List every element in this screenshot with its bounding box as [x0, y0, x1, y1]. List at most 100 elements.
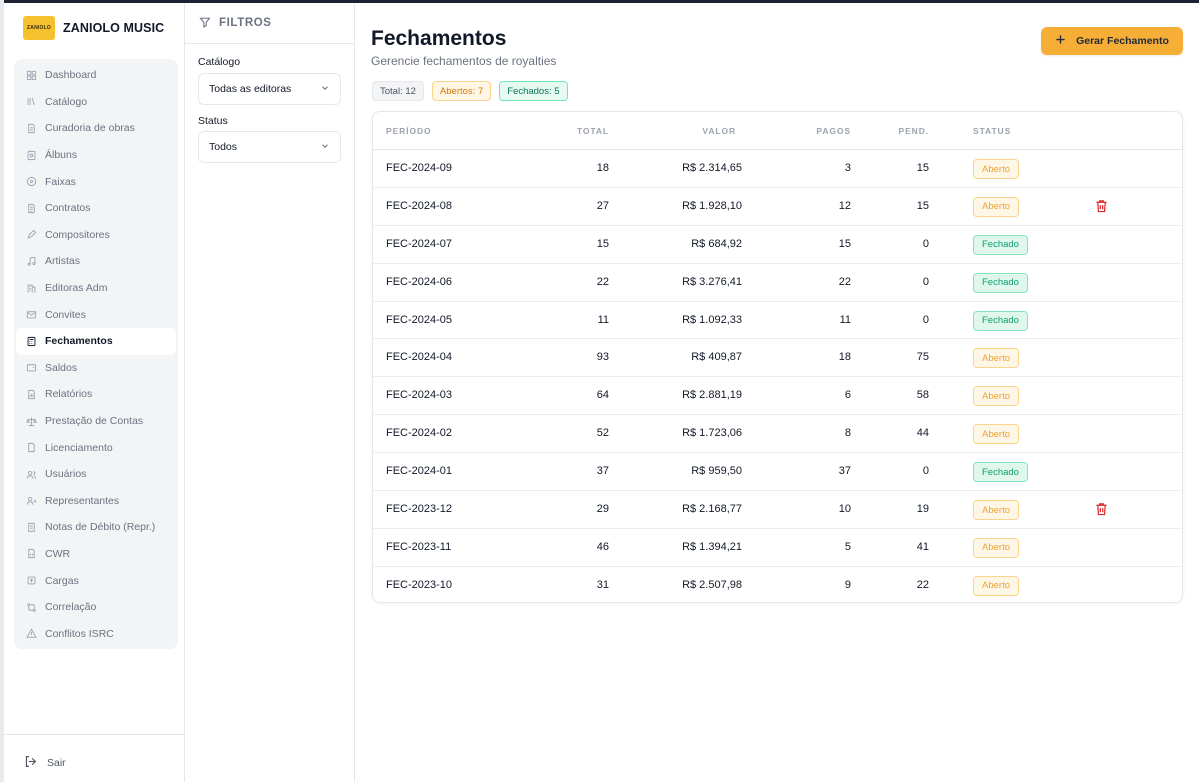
sidebar-item-usuarios[interactable]: Usuários	[16, 461, 176, 488]
cell-total: 29	[596, 503, 609, 516]
sidebar-item-label: Contratos	[45, 202, 91, 215]
grid-icon	[25, 69, 37, 81]
cell-valor: R$ 1.928,10	[682, 199, 742, 212]
report-icon	[25, 388, 37, 400]
brand[interactable]: ZANIOLO ZANIOLO MUSIC	[23, 16, 164, 40]
table-row[interactable]: FEC-2024-08 27 R$ 1.928,10 12 15 Aberto	[373, 188, 1182, 226]
table-row[interactable]: FEC-2024-04 93 R$ 409,87 18 75 Aberto	[373, 339, 1182, 378]
building-icon	[25, 282, 37, 294]
cell-periodo: FEC-2024-07	[386, 237, 453, 250]
sidebar: ZANIOLO ZANIOLO MUSIC Dashboard Catálogo C…	[4, 3, 185, 782]
table-row[interactable]: FEC-2024-02 52 R$ 1.723,06 8 44 Aberto	[373, 415, 1182, 454]
logout-icon	[24, 755, 37, 771]
sidebar-item-curadoria-de-obras[interactable]: Curadoria de obras	[16, 115, 176, 142]
sidebar-item-label: Notas de Débito (Repr.)	[45, 521, 156, 534]
cell-periodo: FEC-2023-10	[386, 578, 453, 591]
cell-valor: R$ 409,87	[691, 351, 742, 364]
table-row[interactable]: FEC-2023-12 29 R$ 2.168,77 10 19 Aberto	[373, 491, 1182, 529]
cell-pend: 41	[916, 540, 929, 553]
cell-pend: 58	[916, 389, 929, 402]
sidebar-item-catalogo[interactable]: Catálogo	[16, 89, 176, 116]
status-badge: Aberto	[973, 386, 1019, 407]
cell-pend: 0	[922, 313, 929, 326]
generate-closing-button[interactable]: Gerar Fechamento	[1041, 27, 1183, 55]
column-header-pend[interactable]: PEND.	[898, 126, 929, 136]
closed-chip: Fechados: 5	[499, 81, 568, 101]
logout-button[interactable]: Sair	[24, 755, 66, 771]
column-header-status[interactable]: STATUS	[973, 126, 1012, 136]
sidebar-item-albuns[interactable]: Álbuns	[16, 142, 176, 169]
column-header-periodo[interactable]: PERÍODO	[386, 126, 432, 136]
page-title: Fechamentos	[371, 27, 507, 50]
sidebar-item-fechamentos[interactable]: Fechamentos	[16, 327, 176, 355]
sidebar-nav: Dashboard Catálogo Curadoria de obras Álbun…	[14, 59, 178, 649]
pen-icon	[25, 229, 37, 241]
calculator-icon	[25, 335, 37, 347]
cell-periodo: FEC-2023-11	[386, 540, 452, 553]
sidebar-item-artistas[interactable]: Artistas	[16, 248, 176, 275]
warning-icon	[25, 628, 37, 640]
status-badge: Aberto	[973, 348, 1019, 369]
catalog-filter-value: Todas as editoras	[209, 83, 292, 95]
sidebar-item-label: Álbuns	[45, 149, 78, 162]
column-header-pagos[interactable]: PAGOS	[816, 126, 851, 136]
delete-button[interactable]	[1095, 199, 1109, 213]
sidebar-item-convites[interactable]: Convites	[16, 301, 176, 328]
sidebar-footer: Sair	[4, 734, 184, 782]
music-note-icon	[25, 255, 37, 267]
cell-total: 31	[596, 578, 609, 591]
column-header-total[interactable]: TOTAL	[576, 126, 609, 136]
cell-pagos: 15	[838, 237, 851, 250]
library-icon	[25, 96, 37, 108]
cell-pend: 0	[922, 237, 929, 250]
table-row[interactable]: FEC-2024-09 18 R$ 2.314,65 3 15 Aberto	[373, 150, 1182, 188]
cell-periodo: FEC-2024-06	[386, 275, 453, 288]
catalog-filter-select[interactable]: Todas as editoras	[198, 73, 341, 105]
cell-total: 46	[596, 540, 609, 553]
status-badge: Aberto	[973, 196, 1019, 217]
delete-button[interactable]	[1095, 502, 1109, 516]
sidebar-item-representantes[interactable]: Representantes	[16, 488, 176, 515]
filters-panel: FILTROS Catálogo Todas as editoras Statu…	[185, 3, 355, 782]
sidebar-item-prestacao-de-contas[interactable]: Prestação de Contas	[16, 408, 176, 435]
sidebar-item-saldos[interactable]: Saldos	[16, 355, 176, 382]
sidebar-item-relatorios[interactable]: Relatórios	[16, 381, 176, 408]
sidebar-item-compositores[interactable]: Compositores	[16, 222, 176, 249]
logout-label: Sair	[47, 757, 66, 769]
sidebar-item-cargas[interactable]: Cargas	[16, 567, 176, 594]
cell-total: 11	[597, 313, 609, 326]
table-row[interactable]: FEC-2023-11 46 R$ 1.394,21 5 41 Aberto	[373, 529, 1182, 567]
contract-icon	[25, 202, 37, 214]
sidebar-item-editoras-adm[interactable]: Editoras Adm	[16, 275, 176, 302]
sidebar-item-conflitos-isrc[interactable]: Conflitos ISRC	[16, 620, 176, 647]
cell-periodo: FEC-2024-09	[386, 162, 453, 174]
status-filter-select[interactable]: Todos	[198, 131, 341, 163]
cell-periodo: FEC-2024-05	[386, 313, 453, 326]
table-row[interactable]: FEC-2023-10 31 R$ 2.507,98 9 22 Aberto	[373, 567, 1182, 602]
sidebar-item-contratos[interactable]: Contratos	[16, 195, 176, 222]
sidebar-item-label: Cargas	[45, 574, 79, 587]
table-row[interactable]: FEC-2024-05 11 R$ 1.092,33 11 0 Fechado	[373, 302, 1182, 340]
plus-icon	[1055, 34, 1066, 48]
column-header-valor[interactable]: VALOR	[702, 126, 736, 136]
cell-periodo: FEC-2023-12	[386, 503, 453, 516]
sidebar-item-label: Licenciamento	[45, 441, 113, 454]
sidebar-item-cwr[interactable]: CWR	[16, 541, 176, 568]
sidebar-item-faixas[interactable]: Faixas	[16, 168, 176, 195]
sidebar-item-correlacao[interactable]: Correlação	[16, 594, 176, 621]
table-row[interactable]: FEC-2024-03 64 R$ 2.881,19 6 58 Aberto	[373, 377, 1182, 416]
table-row[interactable]: FEC-2024-07 15 R$ 684,92 15 0 Fechado	[373, 226, 1182, 264]
cell-valor: R$ 2.168,77	[682, 503, 742, 516]
sidebar-item-label: Fechamentos	[45, 335, 113, 348]
cell-pagos: 10	[838, 503, 851, 516]
cell-pagos: 6	[844, 389, 851, 402]
cell-valor: R$ 684,92	[691, 237, 742, 250]
summary-chips: Total: 12 Abertos: 7 Fechados: 5	[372, 81, 568, 101]
table-row[interactable]: FEC-2024-06 22 R$ 3.276,41 22 0 Fechado	[373, 264, 1182, 302]
sidebar-item-dashboard[interactable]: Dashboard	[16, 62, 176, 89]
table-row[interactable]: FEC-2024-01 37 R$ 959,50 37 0 Fechado	[373, 453, 1182, 492]
sidebar-item-notas-de-debito-repr[interactable]: Notas de Débito (Repr.)	[16, 514, 176, 541]
users-icon	[25, 468, 37, 480]
status-filter-value: Todos	[209, 141, 238, 153]
sidebar-item-licenciamento[interactable]: Licenciamento	[16, 434, 176, 461]
